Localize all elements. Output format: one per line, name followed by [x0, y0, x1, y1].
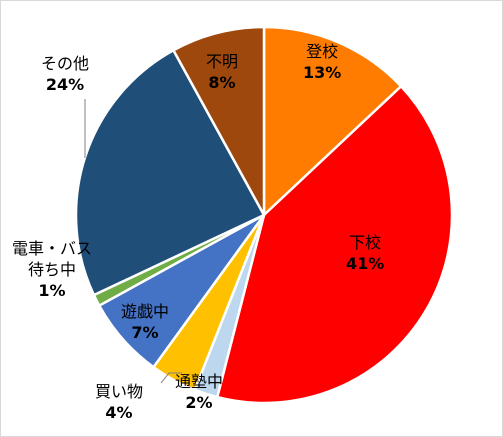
label-gekou-name: 下校 [349, 233, 382, 252]
label-tokou-name: 登校 [306, 42, 339, 61]
label-densha-value: 1% [38, 281, 66, 300]
label-yugi-name: 遊戯中 [121, 302, 170, 321]
label-gekou-value: 41% [346, 254, 385, 273]
label-tsujuku-value: 2% [185, 393, 213, 412]
label-fumei: 不明 8% [206, 51, 238, 93]
label-sonota-value: 24% [45, 75, 85, 94]
label-kaimono-value: 4% [105, 403, 133, 422]
label-tsujuku: 通塾中 2% [175, 371, 223, 413]
label-sonota: その他 24% [41, 53, 89, 95]
label-tokou: 登校 13% [303, 41, 341, 83]
pie-slice-1 [216, 85, 454, 405]
leader-line-kaimono [160, 372, 182, 384]
label-fumei-name: 不明 [206, 52, 239, 71]
label-sonota-name: その他 [41, 54, 90, 73]
label-gekou: 下校 41% [346, 232, 384, 274]
label-fumei-value: 8% [208, 73, 236, 92]
label-tokou-value: 13% [303, 63, 342, 82]
label-densha-name: 電車・バス待ち中 [11, 239, 92, 279]
label-densha: 電車・バス待ち中 1% [7, 238, 97, 301]
pie-slice-7 [172, 25, 266, 217]
label-tsujuku-name: 通塾中 [175, 372, 224, 391]
label-kaimono-name: 買い物 [95, 382, 144, 401]
label-yugi: 遊戯中 7% [121, 301, 169, 343]
label-kaimono: 買い物 4% [95, 381, 143, 423]
pie-slice-0 [262, 25, 403, 217]
label-yugi-value: 7% [131, 323, 159, 342]
